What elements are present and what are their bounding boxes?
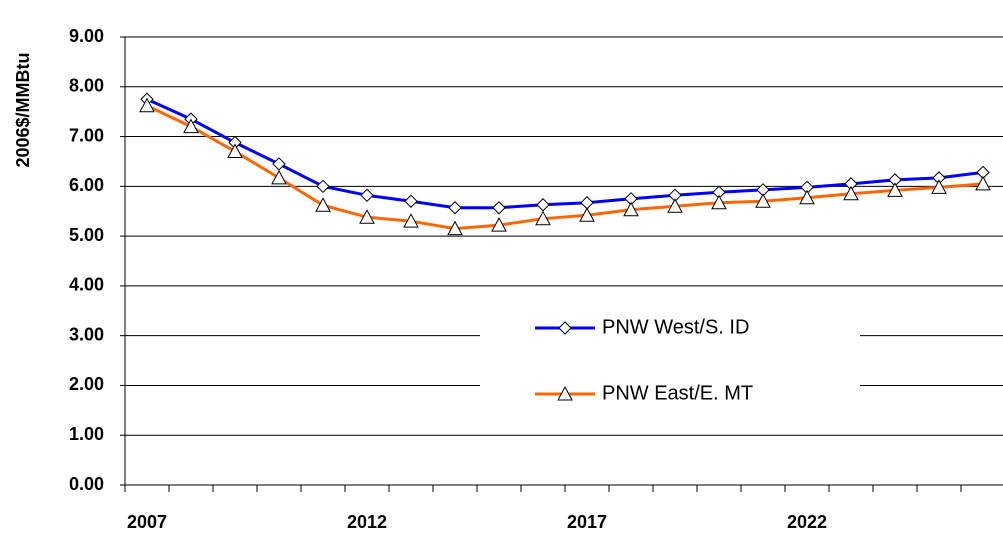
- data-point: [535, 210, 551, 226]
- y-tick-label: 3.00: [69, 324, 104, 344]
- data-point: [139, 97, 155, 113]
- y-tick-label: 7.00: [69, 125, 104, 145]
- x-tick-label: 2007: [127, 512, 167, 532]
- data-point: [272, 157, 286, 171]
- data-point: [887, 182, 903, 197]
- y-tick-label: 9.00: [69, 26, 104, 46]
- data-point: [403, 213, 419, 228]
- data-point: [315, 197, 331, 212]
- data-point: [183, 118, 199, 134]
- legend-label: PNW East/E. MT: [602, 382, 753, 404]
- data-point: [755, 193, 771, 208]
- legend-box: [480, 298, 860, 410]
- data-point: [579, 207, 595, 222]
- data-point: [623, 201, 639, 217]
- data-point: [667, 198, 683, 213]
- y-tick-label: 2.00: [69, 374, 104, 394]
- data-point: [975, 175, 991, 191]
- data-point: [227, 143, 243, 158]
- y-tick-label: 0.00: [69, 474, 104, 494]
- legend-marker: [558, 321, 572, 335]
- x-tick-label: 2012: [347, 512, 387, 532]
- x-tick-label: 2017: [567, 512, 607, 532]
- y-tick-label: 8.00: [69, 76, 104, 96]
- data-point: [931, 179, 947, 194]
- data-point: [492, 201, 506, 215]
- legend-marker: [557, 385, 573, 401]
- series-line: [146, 97, 984, 210]
- data-point: [536, 198, 550, 212]
- y-axis-label: 2006$/MMBtu: [13, 52, 33, 167]
- y-tick-label: 6.00: [69, 175, 104, 195]
- y-tick-label: 5.00: [69, 225, 104, 245]
- legend-label: PNW West/S. ID: [602, 316, 749, 338]
- data-point: [360, 188, 374, 203]
- series-line: [146, 104, 984, 231]
- y-tick-label: 4.00: [69, 275, 104, 295]
- data-point: [491, 217, 507, 232]
- data-point: [799, 189, 815, 205]
- y-tick-label: 1.00: [69, 424, 104, 444]
- data-point: [316, 179, 330, 194]
- data-point: [711, 194, 727, 210]
- data-point: [404, 194, 418, 208]
- data-point: [359, 209, 375, 224]
- data-point: [447, 220, 463, 236]
- data-point: [271, 169, 287, 185]
- data-point: [448, 201, 462, 215]
- data-point: [580, 196, 594, 210]
- x-tick-label: 2022: [787, 512, 827, 532]
- data-point: [843, 185, 859, 201]
